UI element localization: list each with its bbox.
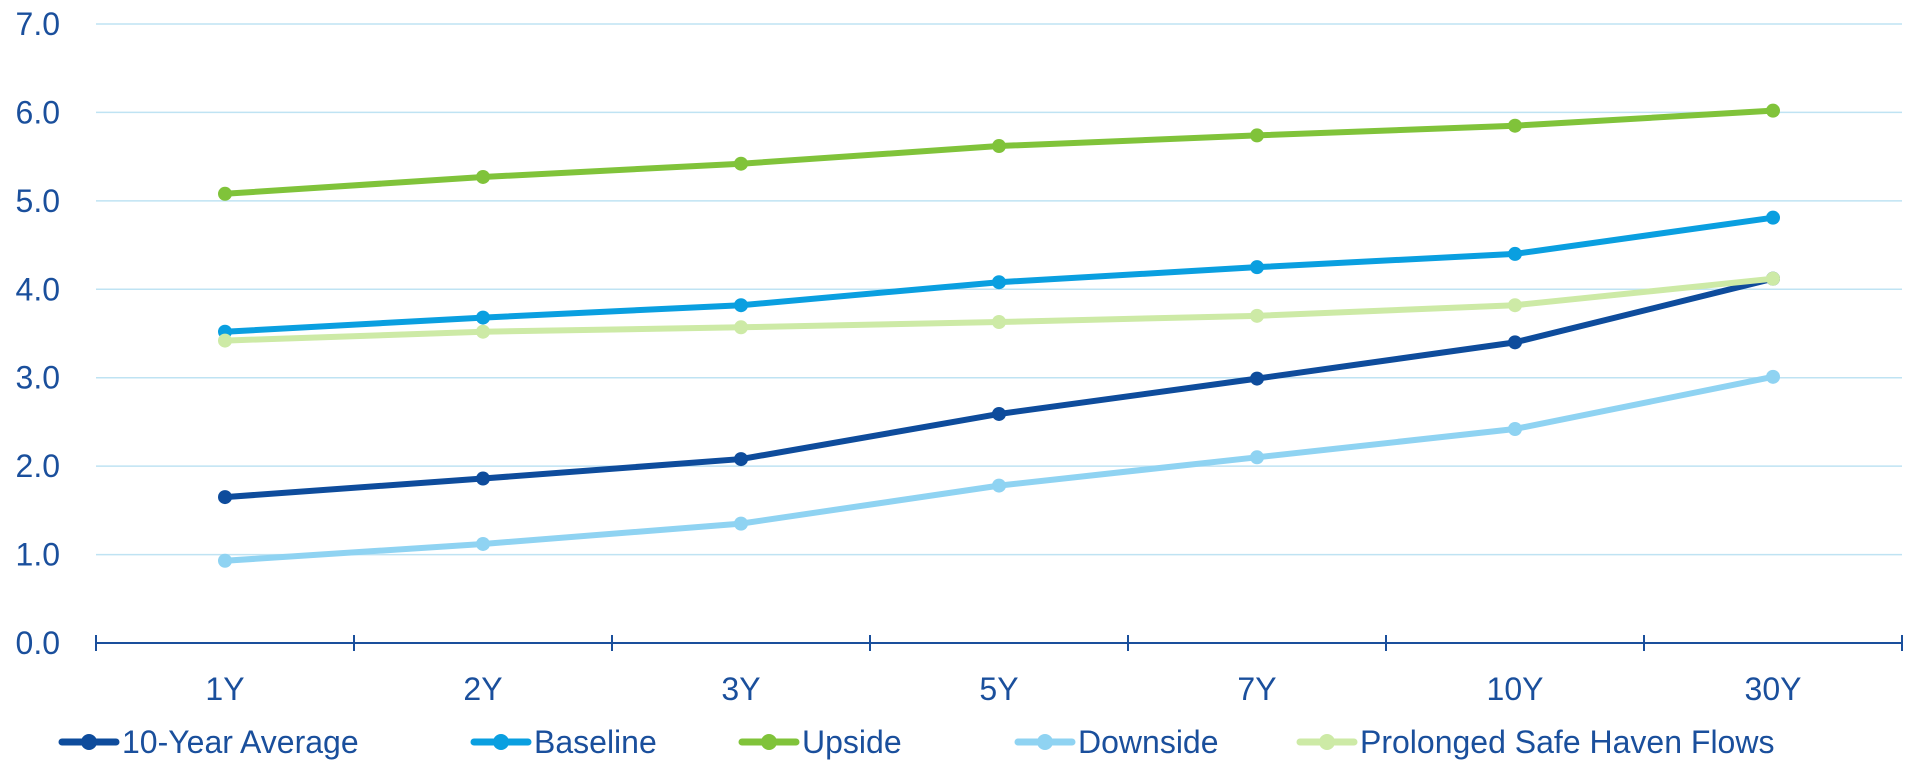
data-point: [476, 324, 490, 339]
data-point: [1766, 369, 1780, 384]
data-point: [476, 310, 490, 325]
legend-item: Upside: [738, 724, 902, 760]
data-point: [1766, 271, 1780, 286]
data-point: [992, 139, 1006, 154]
x-tick-label: 5Y: [979, 671, 1018, 707]
data-point: [734, 156, 748, 171]
data-point: [992, 315, 1006, 330]
legend-item: Prolonged Safe Haven Flows: [1296, 724, 1774, 760]
data-point: [1250, 450, 1264, 465]
x-tick-label: 7Y: [1237, 671, 1276, 707]
x-axis: [95, 635, 1903, 651]
data-point: [992, 478, 1006, 493]
y-axis-tick-labels: 0.0 1.0 2.0 3.0 4.0 5.0 6.0 7.0: [16, 6, 60, 661]
data-point: [1766, 210, 1780, 225]
data-point: [1508, 118, 1522, 133]
data-point: [1508, 335, 1522, 350]
legend-swatch-marker: [1037, 734, 1053, 750]
data-point: [1508, 246, 1522, 261]
series-line: [222, 275, 1776, 501]
x-axis-tick-labels: 1Y 2Y 3Y 5Y 7Y 10Y 30Y: [205, 671, 1801, 707]
data-point: [1250, 371, 1264, 386]
series-10-year-average: [218, 271, 1780, 505]
data-point: [734, 298, 748, 313]
y-tick-label: 2.0: [16, 448, 60, 484]
y-tick-label: 1.0: [16, 537, 60, 573]
legend: 10-Year Average Baseline Upside Downside Pro…: [58, 724, 1774, 760]
legend-label: 10-Year Average: [122, 724, 359, 760]
data-point: [476, 169, 490, 184]
y-tick-label: 6.0: [16, 94, 60, 130]
data-point: [734, 320, 748, 335]
y-tick-label: 3.0: [16, 360, 60, 396]
legend-label: Upside: [802, 724, 902, 760]
data-point: [1250, 128, 1264, 143]
x-tick-label: 2Y: [463, 671, 502, 707]
data-point: [218, 333, 232, 348]
legend-item: Downside: [1014, 724, 1219, 760]
data-point: [1508, 422, 1522, 437]
data-point: [734, 452, 748, 467]
legend-item: Baseline: [470, 724, 657, 760]
legend-label: Baseline: [534, 724, 657, 760]
legend-label: Downside: [1078, 724, 1219, 760]
y-tick-label: 5.0: [16, 183, 60, 219]
y-tick-label: 4.0: [16, 271, 60, 307]
series-downside: [218, 369, 1780, 568]
x-tick-label: 30Y: [1745, 671, 1802, 707]
legend-swatch-marker: [493, 734, 509, 750]
legend-label: Prolonged Safe Haven Flows: [1360, 724, 1774, 760]
data-point: [218, 186, 232, 201]
data-point: [476, 471, 490, 486]
series-upside: [218, 103, 1780, 201]
x-tick-label: 3Y: [721, 671, 760, 707]
legend-item: 10-Year Average: [58, 724, 359, 760]
gridlines: [96, 23, 1902, 556]
y-tick-label: 0.0: [16, 625, 60, 661]
data-point: [218, 553, 232, 568]
series-line: [222, 214, 1776, 335]
data-point: [992, 406, 1006, 421]
data-point: [476, 536, 490, 551]
y-tick-label: 7.0: [16, 6, 60, 42]
data-point: [1250, 260, 1264, 275]
legend-swatch-marker: [81, 734, 97, 750]
series-baseline: [218, 210, 1780, 339]
series-prolonged-safe-haven-flows: [218, 271, 1780, 348]
legend-swatch-marker: [761, 734, 777, 750]
legend-swatch-marker: [1319, 734, 1335, 750]
x-tick-label: 10Y: [1487, 671, 1544, 707]
data-point: [734, 516, 748, 531]
x-tick-label: 1Y: [205, 671, 244, 707]
series-line: [222, 373, 1776, 564]
data-point: [1250, 308, 1264, 323]
series-lines: [218, 103, 1780, 568]
data-point: [1508, 298, 1522, 313]
data-point: [218, 490, 232, 505]
data-point: [992, 275, 1006, 290]
data-point: [1766, 103, 1780, 118]
